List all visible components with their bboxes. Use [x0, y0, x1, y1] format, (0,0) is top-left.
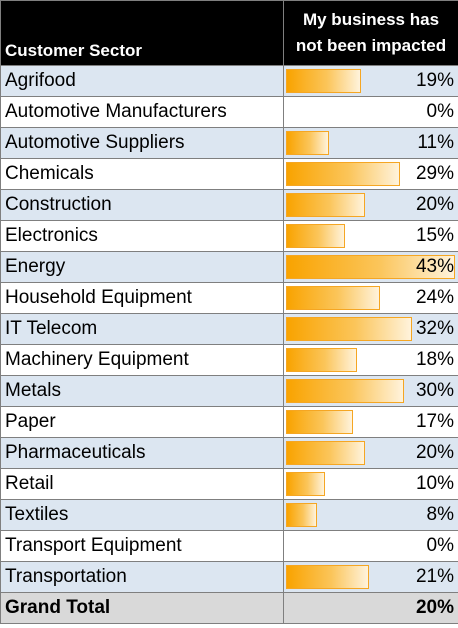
- table-row: Pharmaceuticals 20%: [0, 437, 458, 469]
- sector-name: Automotive Manufacturers: [0, 96, 284, 128]
- sector-name: Transport Equipment: [0, 530, 284, 562]
- sector-name: Automotive Suppliers: [0, 127, 284, 159]
- sector-name: IT Telecom: [0, 313, 284, 345]
- data-bar: [286, 379, 404, 403]
- table-row: Transport Equipment 0%: [0, 530, 458, 562]
- table-row: Energy 43%: [0, 251, 458, 283]
- percent-label: 0%: [426, 535, 454, 556]
- percent-label: 19%: [415, 70, 454, 91]
- table-row: Automotive Suppliers 11%: [0, 127, 458, 159]
- table-row: Textiles 8%: [0, 499, 458, 531]
- table-row: Metals 30%: [0, 375, 458, 407]
- value-cell: 24%: [283, 282, 458, 314]
- value-cell: 43%: [283, 251, 458, 283]
- percent-label: 21%: [415, 566, 454, 587]
- table-row: Household Equipment 24%: [0, 282, 458, 314]
- table-row: Retail 10%: [0, 468, 458, 500]
- value-cell: 0%: [283, 96, 458, 128]
- percent-label: 15%: [415, 225, 454, 246]
- table-row: Paper 17%: [0, 406, 458, 438]
- table-row: IT Telecom 32%: [0, 313, 458, 345]
- column-header-not-impacted: My business has not been impacted: [283, 0, 458, 66]
- value-cell: 0%: [283, 530, 458, 562]
- data-bar: [286, 255, 455, 279]
- data-bar: [286, 162, 400, 186]
- grand-total-value: 20%: [283, 592, 458, 624]
- sector-rows: Agrifood 19% Automotive Manufacturers 0% Aut…: [0, 65, 458, 593]
- value-cell: 32%: [283, 313, 458, 345]
- value-cell: 17%: [283, 406, 458, 438]
- table-row: Electronics 15%: [0, 220, 458, 252]
- data-bar: [286, 472, 325, 496]
- percent-label: 10%: [415, 473, 454, 494]
- sector-name: Household Equipment: [0, 282, 284, 314]
- table-row: Construction 20%: [0, 189, 458, 221]
- value-cell: 20%: [283, 189, 458, 221]
- sector-name: Transportation: [0, 561, 284, 593]
- data-bar: [286, 503, 317, 527]
- sector-name: Textiles: [0, 499, 284, 531]
- percent-label: 0%: [426, 101, 454, 122]
- percent-label: 17%: [415, 411, 454, 432]
- sector-name: Pharmaceuticals: [0, 437, 284, 469]
- value-cell: 11%: [283, 127, 458, 159]
- data-bar: [286, 348, 357, 372]
- sector-name: Electronics: [0, 220, 284, 252]
- percent-label: 20%: [415, 194, 454, 215]
- percent-label: 11%: [417, 132, 454, 153]
- column-header-customer-sector: Customer Sector: [0, 0, 284, 66]
- value-cell: 10%: [283, 468, 458, 500]
- data-bar: [286, 565, 369, 589]
- value-cell: 15%: [283, 220, 458, 252]
- value-cell: 21%: [283, 561, 458, 593]
- data-bar: [286, 441, 365, 465]
- sector-name: Agrifood: [0, 65, 284, 97]
- percent-label: 20%: [415, 442, 454, 463]
- table-row: Automotive Manufacturers 0%: [0, 96, 458, 128]
- data-bar: [286, 193, 365, 217]
- table-row: Machinery Equipment 18%: [0, 344, 458, 376]
- sector-name: Machinery Equipment: [0, 344, 284, 376]
- sector-name: Chemicals: [0, 158, 284, 190]
- data-bar: [286, 317, 412, 341]
- data-bar: [286, 131, 329, 155]
- sector-name: Construction: [0, 189, 284, 221]
- percent-label: 8%: [426, 504, 454, 525]
- percent-label: 18%: [415, 349, 454, 370]
- percent-label: 32%: [415, 318, 454, 339]
- value-cell: 20%: [283, 437, 458, 469]
- sector-name: Metals: [0, 375, 284, 407]
- percent-label: 29%: [415, 163, 454, 184]
- percent-label: 24%: [415, 287, 454, 308]
- value-cell: 19%: [283, 65, 458, 97]
- table-row: Chemicals 29%: [0, 158, 458, 190]
- sector-name: Energy: [0, 251, 284, 283]
- percent-label: 30%: [415, 380, 454, 401]
- grand-total-row: Grand Total 20%: [0, 592, 458, 624]
- data-bar: [286, 410, 353, 434]
- header-row: Customer Sector My business has not been…: [0, 0, 458, 66]
- percent-label: 43%: [415, 256, 454, 277]
- data-bar: [286, 69, 361, 93]
- data-bar: [286, 286, 380, 310]
- grand-total-label: Grand Total: [0, 592, 284, 624]
- sector-name: Paper: [0, 406, 284, 438]
- value-cell: 18%: [283, 344, 458, 376]
- table-row: Transportation 21%: [0, 561, 458, 593]
- table-row: Agrifood 19%: [0, 65, 458, 97]
- sector-name: Retail: [0, 468, 284, 500]
- value-cell: 8%: [283, 499, 458, 531]
- value-cell: 30%: [283, 375, 458, 407]
- data-bar: [286, 224, 345, 248]
- value-cell: 29%: [283, 158, 458, 190]
